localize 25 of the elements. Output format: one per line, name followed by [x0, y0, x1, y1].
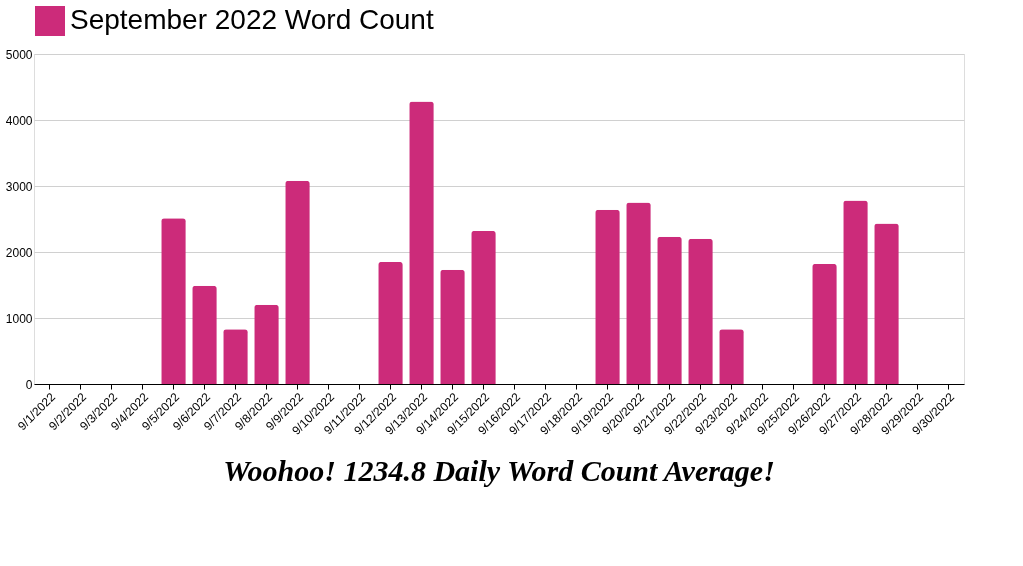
text: Woohoo! 1234.8 Daily Word Count Average! [223, 453, 775, 487]
bar [595, 209, 620, 384]
bar [161, 218, 186, 384]
bar [409, 101, 434, 384]
y-tick-label: 1000 [5, 311, 33, 326]
bar [843, 200, 868, 384]
bar [223, 329, 248, 384]
bar [657, 236, 682, 384]
bar [285, 180, 310, 384]
bar [626, 202, 651, 384]
bar [192, 285, 217, 384]
legend-label: September 2022 Word Count [70, 4, 434, 35]
y-tick-label: 2000 [5, 245, 33, 260]
bar [378, 261, 403, 384]
bar [688, 238, 713, 384]
y-tick-label: 3000 [5, 179, 33, 194]
bar [874, 223, 899, 384]
y-tick-label: 5000 [5, 47, 33, 62]
bar [471, 230, 496, 384]
bar [812, 263, 837, 384]
bar [719, 329, 744, 384]
y-tick-label: 0 [25, 377, 33, 392]
y-tick-label: 4000 [5, 113, 33, 128]
bar [440, 269, 465, 384]
bar [254, 304, 279, 384]
